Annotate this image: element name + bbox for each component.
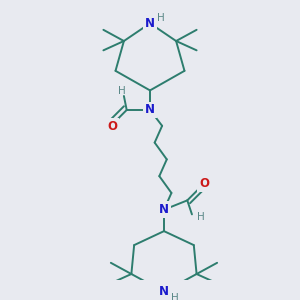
- Text: H: H: [196, 212, 204, 222]
- Text: H: H: [170, 293, 178, 300]
- Text: N: N: [145, 103, 155, 116]
- Text: N: N: [159, 203, 169, 216]
- Text: N: N: [159, 285, 169, 298]
- Text: H: H: [118, 86, 126, 96]
- Text: N: N: [145, 17, 155, 30]
- Text: O: O: [108, 120, 118, 133]
- Text: H: H: [157, 13, 164, 23]
- Text: O: O: [199, 177, 209, 190]
